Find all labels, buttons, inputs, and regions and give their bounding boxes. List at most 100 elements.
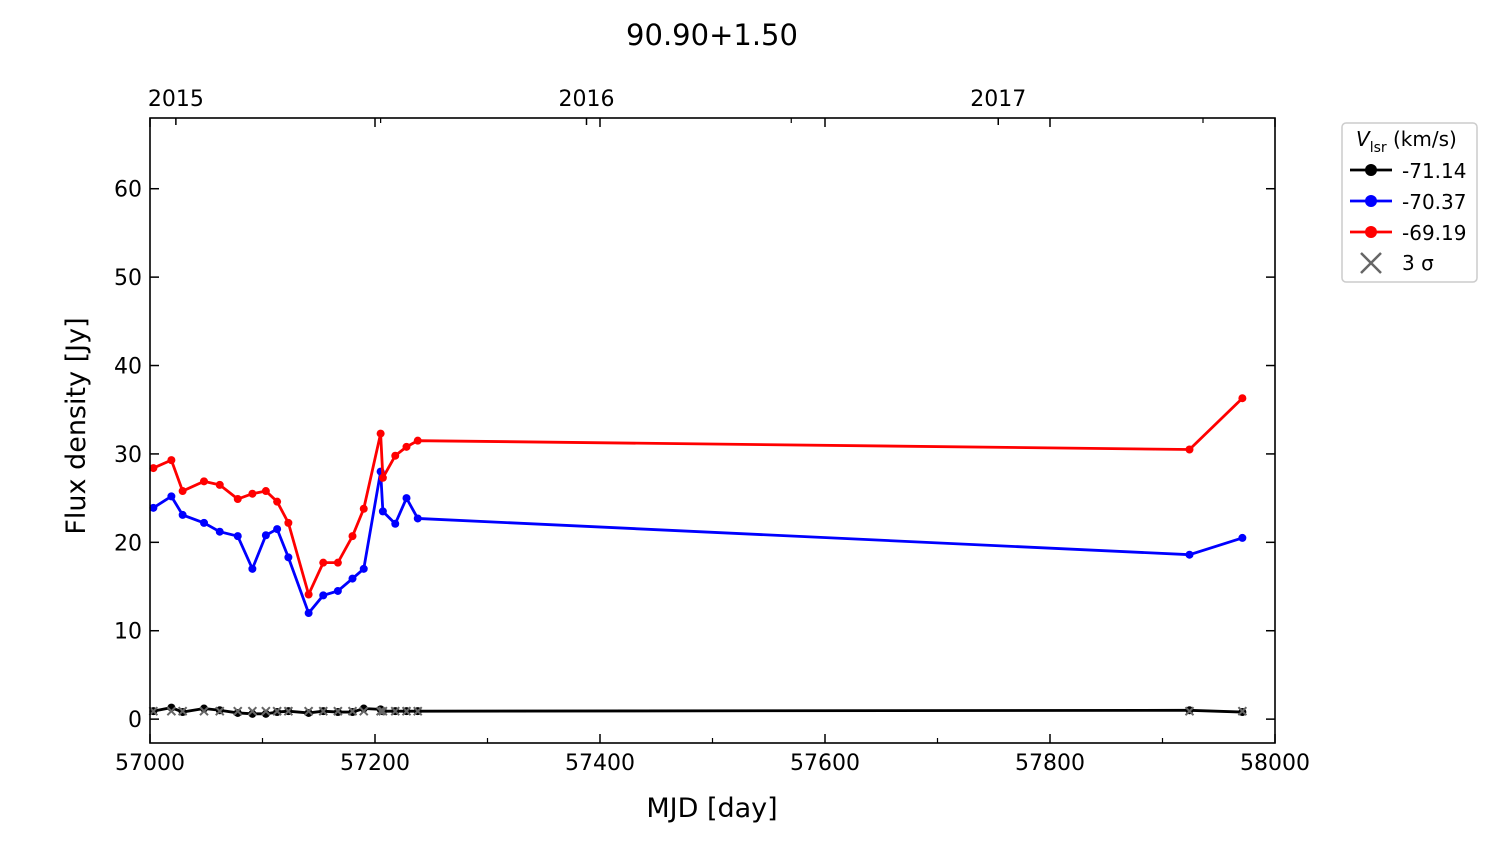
data-point — [261, 531, 270, 540]
sigma3-marker — [347, 706, 358, 716]
sigma3-marker — [261, 706, 271, 716]
data-point — [413, 436, 422, 445]
data-point — [378, 473, 387, 482]
x-tick-label: 57600 — [790, 751, 860, 776]
x-tick-label: 57800 — [1015, 751, 1085, 776]
legend-label: -70.37 — [1402, 190, 1466, 214]
sigma3-marker — [318, 706, 328, 716]
sigma3-marker — [272, 706, 282, 716]
data-point — [178, 510, 187, 519]
sigma3-marker — [177, 706, 188, 716]
sigma3-marker — [390, 706, 400, 716]
data-point — [1185, 445, 1194, 454]
plot-frame — [149, 117, 1276, 744]
data-point — [200, 477, 208, 486]
data-point — [248, 564, 257, 573]
data-point — [273, 525, 282, 534]
legend-label: -71.14 — [1402, 159, 1466, 183]
x-tick-label: 58000 — [1240, 751, 1310, 776]
data-point — [378, 507, 387, 516]
data-point — [261, 487, 270, 496]
legend-label: -69.19 — [1402, 221, 1466, 245]
y-axis-label: Flux density [Jy] — [61, 317, 92, 534]
legend: Vlsr (km/s) -71.14 -70.37 -69.19 3 σ — [1341, 122, 1478, 283]
data-point — [215, 527, 224, 536]
sigma3-marker — [1184, 706, 1195, 716]
sigma3-marker — [333, 706, 343, 716]
series-line--70.37 — [152, 471, 1243, 616]
data-point — [348, 574, 357, 583]
data-point — [167, 456, 176, 465]
top-year-label: 2016 — [559, 87, 615, 112]
legend-title: Vlsr (km/s) — [1356, 127, 1457, 156]
legend-box — [1341, 122, 1478, 283]
data-point — [348, 532, 357, 541]
data-point — [284, 518, 293, 527]
x-tick-label: 57400 — [565, 751, 635, 776]
x-tick-label: 57000 — [115, 751, 185, 776]
legend-sigma-marker — [1360, 252, 1382, 274]
sigma3-marker — [1237, 706, 1248, 716]
data-point — [233, 532, 242, 541]
sigma3-marker — [359, 706, 369, 716]
x-axis-label: MJD [day] — [646, 793, 777, 824]
y-tick-label: 10 — [114, 620, 142, 645]
sigma3-marker — [215, 706, 225, 716]
data-point — [304, 609, 313, 618]
legend-label-sigma: 3 σ — [1402, 251, 1434, 275]
data-point — [359, 504, 368, 513]
data-point — [149, 503, 158, 512]
series-line--69.19 — [152, 397, 1244, 599]
data-point — [304, 708, 313, 717]
sigma3-marker — [199, 706, 209, 716]
data-point — [391, 519, 400, 528]
data-point — [178, 487, 187, 496]
y-tick-label: 30 — [114, 443, 142, 468]
data-point — [391, 451, 400, 460]
sigma3-marker — [233, 706, 243, 716]
y-tick-label: 40 — [114, 355, 142, 380]
data-point — [248, 489, 257, 498]
sigma3-marker — [378, 706, 388, 716]
legend-marker — [1365, 226, 1377, 238]
data-point — [200, 518, 208, 527]
data-point — [233, 495, 242, 504]
sigma3-marker — [413, 706, 423, 716]
x-tick-label: 57200 — [340, 751, 410, 776]
series-line--71.14 — [153, 706, 1243, 716]
data-point — [304, 590, 313, 599]
sigma3-marker — [283, 706, 294, 716]
data-point — [376, 429, 385, 438]
data-point — [402, 494, 411, 503]
data-point — [233, 708, 242, 717]
data-point — [167, 492, 176, 501]
data-point — [149, 464, 158, 473]
data-point — [215, 480, 224, 489]
sigma3-marker — [166, 706, 177, 716]
sigma3-marker — [247, 706, 258, 716]
data-point — [413, 514, 422, 523]
y-tick-label: 60 — [114, 178, 142, 203]
data-point — [319, 558, 328, 567]
data-point — [333, 558, 342, 567]
data-point — [284, 553, 293, 562]
sigma3-marker — [401, 706, 412, 716]
sigma3-marker — [303, 706, 314, 716]
data-point — [333, 586, 342, 595]
data-point — [1238, 533, 1247, 542]
top-year-label: 2017 — [970, 87, 1026, 112]
legend-marker — [1365, 195, 1377, 207]
data-point — [273, 497, 282, 506]
y-tick-label: 50 — [114, 266, 142, 291]
data-point — [359, 564, 368, 573]
data-point — [319, 591, 328, 600]
legend-marker — [1365, 164, 1377, 176]
data-point — [1185, 550, 1194, 559]
data-point — [1238, 394, 1247, 403]
data-point — [402, 442, 411, 451]
y-tick-label: 0 — [128, 708, 142, 733]
sigma3-marker — [375, 706, 386, 716]
top-year-label: 2015 — [148, 87, 204, 112]
